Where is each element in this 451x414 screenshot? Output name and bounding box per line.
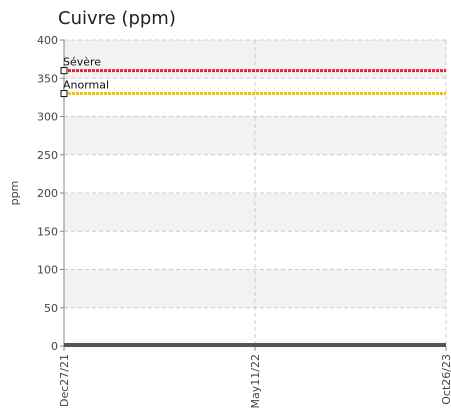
plot-band — [64, 40, 446, 79]
chart-title: Cuivre (ppm) — [58, 8, 176, 29]
y-tick-label: 300 — [37, 111, 58, 124]
threshold-marker — [60, 90, 68, 98]
threshold-lines: Sévère Anormal — [60, 56, 446, 98]
y-axis-label: ppm — [8, 181, 21, 206]
y-tick-label: 350 — [37, 72, 58, 85]
x-tick-label: May11/22 — [249, 354, 262, 408]
y-tick-label: 50 — [44, 302, 58, 315]
y-tick-label: 200 — [37, 187, 58, 200]
x-axis-ticks: Dec27/21 May11/22 Oct26/23 — [58, 346, 451, 408]
threshold-marker — [60, 67, 68, 75]
x-tick-label: Oct26/23 — [440, 354, 451, 405]
y-tick-label: 150 — [37, 225, 58, 238]
plot-band — [64, 116, 446, 155]
threshold-label: Sévère — [63, 56, 101, 69]
y-tick-label: 0 — [51, 340, 58, 353]
y-axis-ticks: 0 50 100 150 200 250 300 350 400 — [37, 34, 64, 353]
threshold-label: Anormal — [63, 79, 109, 92]
y-tick-label: 400 — [37, 34, 58, 47]
y-tick-label: 250 — [37, 149, 58, 162]
x-tick-label: Dec27/21 — [58, 354, 71, 407]
y-tick-label: 100 — [37, 264, 58, 277]
